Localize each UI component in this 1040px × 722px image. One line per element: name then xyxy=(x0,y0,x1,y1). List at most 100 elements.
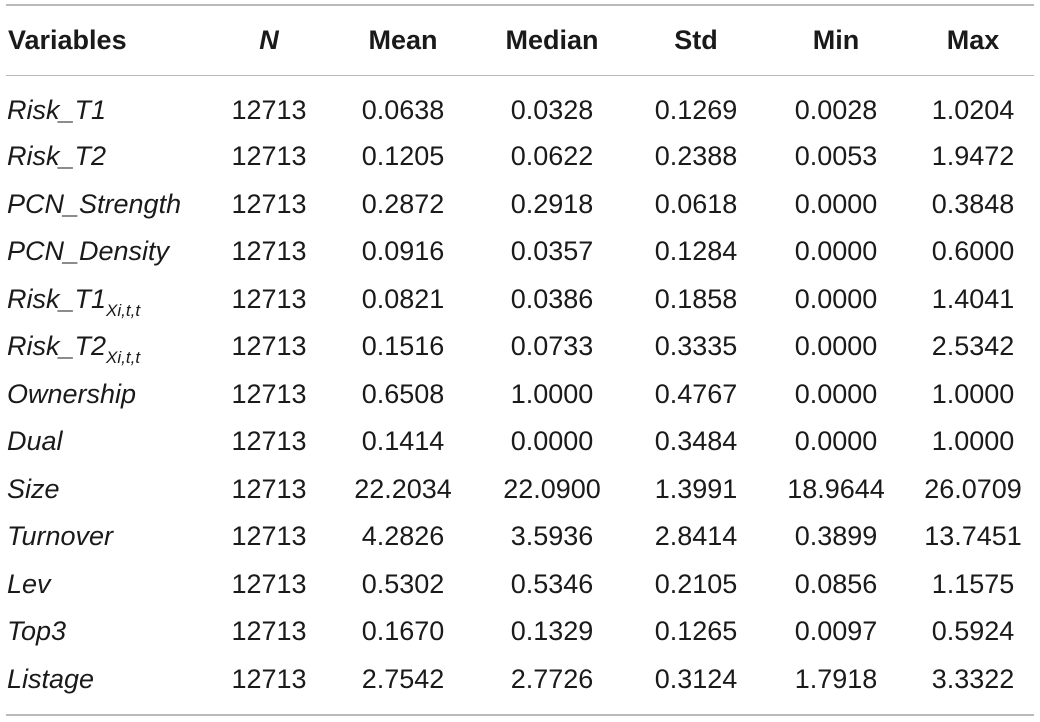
cell-max: 1.1575 xyxy=(931,568,1015,599)
cell-n: 12713 xyxy=(231,94,307,125)
cell-std: 0.1858 xyxy=(654,283,738,314)
variable-name-cell: Size xyxy=(0,466,210,514)
cell-max: 26.0709 xyxy=(924,473,1022,504)
cell-max: 1.0000 xyxy=(931,378,1015,409)
table-row: PCN_Density 12713 0.0916 0.0357 0.1284 0.0000… xyxy=(0,228,1040,276)
variable-name: Size xyxy=(7,473,60,504)
cell-median: 0.0357 xyxy=(510,236,594,267)
cell-median: 0.5346 xyxy=(510,568,594,599)
cell-median: 0.0000 xyxy=(510,426,594,457)
cell-n: 12713 xyxy=(231,188,307,219)
cell-mean: 4.2826 xyxy=(361,521,445,552)
variable-name-cell: Lev xyxy=(0,561,210,609)
cell-mean: 0.1670 xyxy=(361,616,445,647)
cell-mean: 0.6508 xyxy=(361,378,445,409)
table-top-rule xyxy=(6,4,1034,6)
cell-max: 13.7451 xyxy=(924,521,1022,552)
cell-min: 0.0028 xyxy=(794,94,878,125)
variable-name: Listage xyxy=(7,663,95,694)
table-row: Risk_T1 12713 0.0638 0.0328 0.1269 0.0028 1.02… xyxy=(0,75,1040,133)
table-row: Size 12713 22.2034 22.0900 1.3991 18.9644 26.0… xyxy=(0,466,1040,514)
variable-name: Turnover xyxy=(7,521,114,552)
cell-max: 1.0000 xyxy=(931,426,1015,457)
cell-min: 0.0097 xyxy=(794,616,878,647)
cell-mean: 0.5302 xyxy=(361,568,445,599)
cell-n: 12713 xyxy=(231,426,307,457)
variable-name: Top3 xyxy=(7,616,67,647)
cell-n: 12713 xyxy=(231,521,307,552)
cell-median: 0.0328 xyxy=(510,94,594,125)
table-row: Turnover 12713 4.2826 3.5936 2.8414 0.3899 13.… xyxy=(0,513,1040,561)
cell-n: 12713 xyxy=(231,616,307,647)
cell-std: 1.3991 xyxy=(654,473,738,504)
cell-std: 0.1265 xyxy=(654,616,738,647)
cell-std: 0.3484 xyxy=(654,426,738,457)
cell-median: 0.2918 xyxy=(510,188,594,219)
variable-subscript: Xi,t,t xyxy=(106,348,141,368)
variable-name: PCN_Strength xyxy=(7,188,182,219)
cell-min: 0.0000 xyxy=(794,426,878,457)
cell-max: 0.3848 xyxy=(931,188,1015,219)
table-row: Ownership 12713 0.6508 1.0000 0.4767 0.0000 1.… xyxy=(0,371,1040,419)
cell-n: 12713 xyxy=(231,473,307,504)
variable-name-cell: Listage xyxy=(0,656,210,704)
table-row: Top3 12713 0.1670 0.1329 0.1265 0.0097 0.5924 xyxy=(0,608,1040,656)
variable-name-cell: PCN_Density xyxy=(0,228,210,276)
variable-name: Ownership xyxy=(7,378,137,409)
table-body: Risk_T1 12713 0.0638 0.0328 0.1269 0.0028 1.02… xyxy=(0,75,1040,703)
cell-median: 0.1329 xyxy=(510,616,594,647)
cell-max: 1.0204 xyxy=(931,94,1015,125)
cell-mean: 22.2034 xyxy=(354,473,452,504)
cell-mean: 0.2872 xyxy=(361,188,445,219)
variable-name: Risk_T1 xyxy=(7,94,107,125)
descriptive-statistics-table: Variables N Mean Median Std Min Max Risk… xyxy=(0,5,1040,703)
cell-std: 0.3335 xyxy=(654,331,738,362)
cell-median: 2.7726 xyxy=(510,663,594,694)
cell-std: 0.1284 xyxy=(654,236,738,267)
cell-std: 2.8414 xyxy=(654,521,738,552)
cell-std: 0.4767 xyxy=(654,378,738,409)
cell-n: 12713 xyxy=(231,378,307,409)
cell-n: 12713 xyxy=(231,663,307,694)
variable-name-cell: Risk_T1Xi,t,t xyxy=(0,276,210,324)
cell-mean: 0.1205 xyxy=(361,141,445,172)
cell-max: 0.6000 xyxy=(931,236,1015,267)
variable-name: Risk_T2 xyxy=(7,141,107,172)
cell-mean: 2.7542 xyxy=(361,663,445,694)
cell-n: 12713 xyxy=(231,236,307,267)
cell-median: 3.5936 xyxy=(510,521,594,552)
cell-min: 0.0053 xyxy=(794,141,878,172)
cell-min: 0.0000 xyxy=(794,378,878,409)
cell-std: 0.0618 xyxy=(654,188,738,219)
cell-std: 0.3124 xyxy=(654,663,738,694)
cell-n: 12713 xyxy=(231,141,307,172)
cell-median: 1.0000 xyxy=(510,378,594,409)
header-median: Median xyxy=(505,24,599,55)
cell-min: 0.0856 xyxy=(794,568,878,599)
table-bottom-rule xyxy=(6,714,1034,716)
variable-name-cell: Dual xyxy=(0,418,210,466)
table-row: Risk_T1Xi,t,t 12713 0.0821 0.0386 0.1858 0.00… xyxy=(0,276,1040,324)
table-row: Risk_T2Xi,t,t 12713 0.1516 0.0733 0.3335 0.00… xyxy=(0,323,1040,371)
cell-min: 1.7918 xyxy=(794,663,878,694)
header-variables: Variables xyxy=(8,24,127,55)
variable-name-cell: PCN_Strength xyxy=(0,181,210,229)
header-mean: Mean xyxy=(368,24,438,55)
table-row: Listage 12713 2.7542 2.7726 0.3124 1.7918 3.33… xyxy=(0,656,1040,704)
variable-name-cell: Risk_T1 xyxy=(0,75,210,133)
table-row: Risk_T2 12713 0.1205 0.0622 0.2388 0.0053 1.94… xyxy=(0,133,1040,181)
cell-min: 0.0000 xyxy=(794,331,878,362)
header-std: Std xyxy=(674,24,718,55)
cell-mean: 0.1516 xyxy=(361,331,445,362)
variable-name-cell: Ownership xyxy=(0,371,210,419)
cell-mean: 0.0821 xyxy=(361,283,445,314)
cell-mean: 0.0638 xyxy=(361,94,445,125)
cell-std: 0.2388 xyxy=(654,141,738,172)
variable-subscript: Xi,t,t xyxy=(106,300,141,320)
variable-name-cell: Risk_T2Xi,t,t xyxy=(0,323,210,371)
header-min: Min xyxy=(812,24,860,55)
variable-name: PCN_Density xyxy=(7,236,170,267)
variable-name-cell: Top3 xyxy=(0,608,210,656)
cell-median: 0.0622 xyxy=(510,141,594,172)
variable-name-cell: Turnover xyxy=(0,513,210,561)
